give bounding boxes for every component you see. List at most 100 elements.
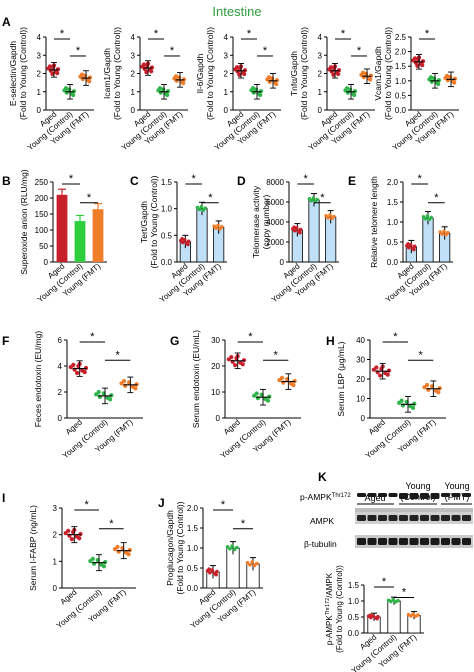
data-point bbox=[444, 73, 450, 78]
significance-star: * bbox=[76, 45, 81, 57]
panel-letter-a: A bbox=[2, 15, 11, 29]
significance-star: * bbox=[304, 173, 309, 185]
y-tick-label: 0.5 bbox=[348, 613, 360, 622]
data-point bbox=[149, 65, 155, 70]
y-axis-label-2: (Fold to Young (Control)) bbox=[149, 175, 159, 268]
data-point bbox=[328, 65, 334, 70]
data-point bbox=[71, 92, 76, 98]
band-ampk bbox=[420, 515, 429, 521]
data-point bbox=[371, 614, 376, 618]
data-point bbox=[77, 536, 82, 541]
data-point bbox=[173, 74, 179, 79]
y-tick-label: 0 bbox=[216, 414, 221, 423]
data-point bbox=[412, 56, 418, 61]
data-point bbox=[406, 245, 411, 250]
band-p-ampk bbox=[367, 493, 377, 497]
y-tick-label: 6000 bbox=[266, 198, 284, 207]
data-point bbox=[326, 215, 330, 220]
y-tick-label: 0 bbox=[58, 414, 63, 423]
data-point bbox=[126, 552, 131, 557]
data-point bbox=[258, 89, 264, 94]
data-point bbox=[437, 386, 442, 391]
significance-star: * bbox=[263, 45, 268, 57]
data-point bbox=[416, 613, 420, 617]
band-beta-tubulin bbox=[409, 538, 419, 545]
band-p-ampk bbox=[430, 493, 440, 499]
y-tick-label: 1 bbox=[53, 557, 58, 566]
y-tick-label: 30 bbox=[211, 336, 220, 345]
band-ampk bbox=[462, 515, 471, 521]
data-point bbox=[78, 531, 83, 537]
data-point bbox=[66, 528, 71, 533]
y-tick-label: 0 bbox=[131, 106, 136, 115]
data-point bbox=[55, 71, 60, 76]
panel-letter-e: E bbox=[348, 174, 356, 188]
band-p-ampk bbox=[451, 493, 461, 497]
band-beta-tubulin bbox=[462, 538, 471, 545]
data-point bbox=[344, 86, 350, 91]
band-p-ampk bbox=[378, 493, 387, 497]
data-point bbox=[157, 86, 163, 91]
bar bbox=[325, 216, 337, 263]
data-point bbox=[79, 72, 85, 77]
data-point bbox=[234, 65, 240, 70]
band-beta-tubulin bbox=[451, 538, 461, 545]
panel-b: B 0 50 100 150 200 250 Superoxide anion (RLU/mg… bbox=[2, 169, 107, 304]
y-axis-label: Icam1/Gapdh bbox=[102, 48, 112, 99]
data-point bbox=[368, 77, 373, 82]
data-point bbox=[420, 59, 426, 64]
data-point bbox=[240, 362, 245, 367]
data-point bbox=[230, 544, 235, 548]
y-tick-label: 1 bbox=[224, 88, 229, 97]
significance-star: * bbox=[382, 576, 387, 588]
data-point bbox=[378, 373, 383, 378]
data-point bbox=[298, 230, 302, 235]
data-point bbox=[428, 75, 434, 80]
panel-d: D 0 2000 4000 6000 8000 Telomerase activity (co… bbox=[237, 173, 339, 304]
y-tick-label: 40 bbox=[356, 336, 365, 345]
y-tick-label: 0.5 bbox=[187, 564, 199, 573]
data-point bbox=[141, 62, 147, 67]
y-tick-label: 1.5 bbox=[387, 198, 399, 207]
data-point bbox=[180, 240, 185, 245]
y-axis-label: Serum I-FABP (ng/mL) bbox=[28, 505, 38, 591]
band-beta-tubulin bbox=[430, 538, 440, 545]
data-point bbox=[420, 62, 425, 68]
data-point bbox=[415, 63, 420, 69]
significance-star: * bbox=[425, 28, 430, 40]
y-tick-label: 3 bbox=[318, 51, 323, 60]
y-tick-label: 0 bbox=[224, 106, 229, 115]
x-tick-label: Aged bbox=[59, 588, 79, 607]
y-axis-label-2: (Fold to Young (Control)) bbox=[335, 565, 344, 653]
panel-e: E 0.0 0.5 1.0 1.5 2.0 Relative telomere length… bbox=[348, 173, 453, 304]
data-point bbox=[267, 394, 272, 399]
band-ampk bbox=[378, 515, 387, 521]
data-point bbox=[127, 547, 132, 553]
panel-a3: 0 1 2 3 4 Il-6/Gapdh (Fold to Young (Control))… bbox=[195, 27, 281, 152]
y-tick-label: 0.0 bbox=[348, 629, 360, 638]
significance-star: * bbox=[208, 192, 213, 204]
band-ampk bbox=[388, 515, 398, 521]
y-tick-label: 4000 bbox=[266, 218, 284, 227]
y-tick-label: 4 bbox=[318, 33, 323, 42]
y-tick-label: 1.0 bbox=[387, 218, 399, 227]
band-ampk bbox=[430, 515, 440, 521]
significance-star: * bbox=[116, 349, 121, 361]
y-tick-label: 0 bbox=[53, 584, 58, 593]
blot-label-p-ampk: p-AMPKThr172 bbox=[300, 492, 351, 502]
data-point bbox=[71, 89, 77, 94]
bar bbox=[74, 221, 86, 262]
data-point bbox=[197, 207, 202, 212]
y-tick-label: 0.0 bbox=[187, 584, 199, 593]
x-tick-label: Aged bbox=[367, 418, 387, 437]
band-ampk bbox=[441, 515, 450, 521]
y-tick-label: 20 bbox=[211, 362, 220, 371]
data-point bbox=[255, 561, 259, 566]
y-tick-label: 50 bbox=[39, 242, 48, 251]
bar bbox=[422, 217, 434, 263]
y-tick-label: 0 bbox=[280, 258, 285, 267]
data-point bbox=[165, 89, 171, 94]
panel-letter-g: G bbox=[170, 334, 179, 348]
